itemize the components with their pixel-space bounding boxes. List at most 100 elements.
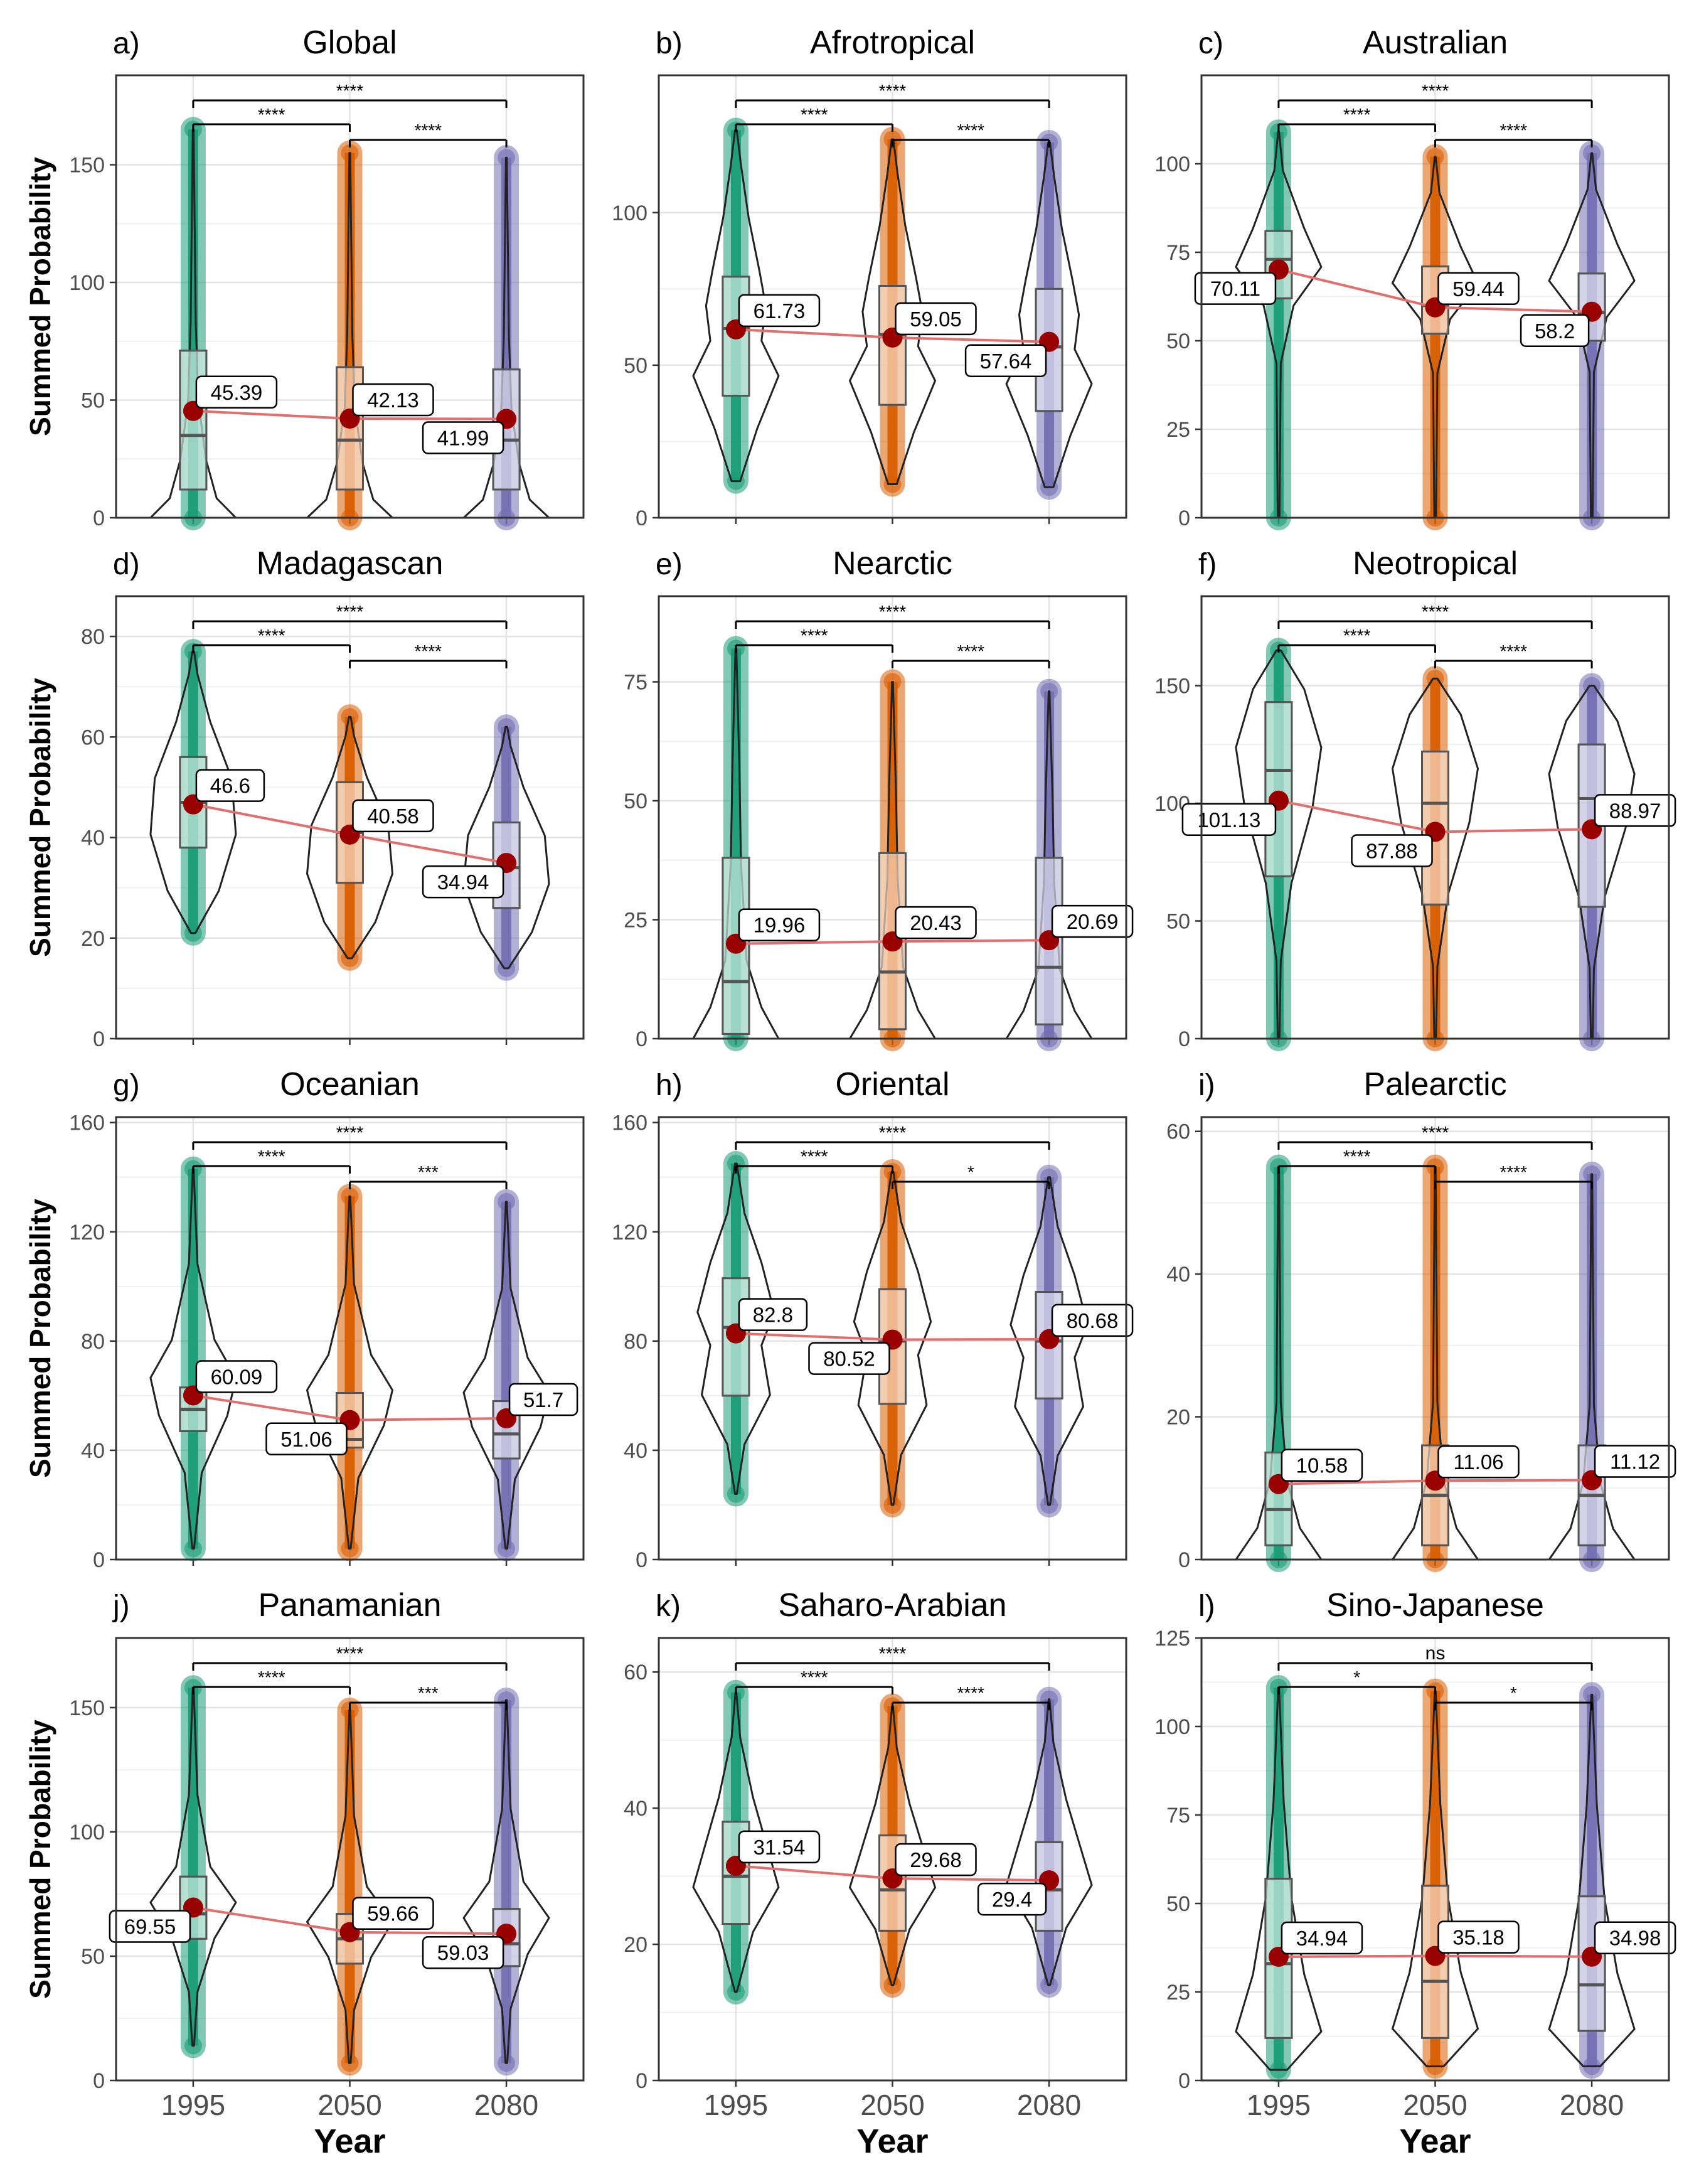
y-tick-label: 40	[81, 1439, 105, 1463]
mean-label-2050: 11.06	[1453, 1450, 1503, 1474]
panel-title: Neotropical	[1353, 545, 1518, 582]
panel-letter: f)	[1198, 548, 1217, 581]
violin-2080	[1548, 685, 1636, 1040]
mean-label-box-2050	[808, 1342, 890, 1375]
panel-title: Afrotropical	[810, 24, 975, 61]
mean-label-2080: 59.03	[437, 1941, 489, 1964]
panel-oriental: h) Oriental0408012016082.880.5280.68*****…	[612, 1066, 1134, 1572]
y-tick-label: 0	[93, 1548, 105, 1572]
y-tick-label: 25	[624, 908, 647, 932]
mean-label-box-1995	[109, 1910, 191, 1943]
y-tick-label: 100	[1154, 1715, 1190, 1739]
mean-label-box-2050	[1437, 1920, 1520, 1954]
y-tick-label: 0	[1178, 506, 1190, 530]
y-tick-label: 150	[1154, 675, 1190, 699]
x-axis-title: Year	[314, 2122, 385, 2160]
y-tick-label: 75	[624, 670, 647, 694]
x-tick-label: 2050	[317, 2089, 381, 2121]
y-tick-label: 40	[624, 1439, 647, 1463]
violin-2050	[1392, 156, 1479, 519]
comparison-label: ****	[957, 641, 984, 661]
violin-2080	[1548, 1173, 1636, 1561]
panel-madagascan: d) Madagascan 0 20 40 60 80 46.6 40.58 34.94 **** *…	[24, 545, 585, 1051]
panel-title: Madagascan	[257, 545, 444, 582]
mean-label-box-2080	[508, 1383, 578, 1416]
plot-frame	[1200, 1637, 1670, 2082]
comparison-label: ****	[1422, 81, 1449, 100]
mean-label-box-2050	[352, 799, 434, 833]
mean-label-2080: 20.69	[1067, 910, 1119, 933]
plot-frame	[115, 595, 585, 1040]
mean-label-box-2080	[1051, 904, 1134, 938]
y-axis-title: Summed Probability	[24, 678, 56, 957]
y-tick-label: 120	[612, 1221, 647, 1245]
y-tick-label: 125	[1154, 1627, 1190, 1651]
y-tick-label: 50	[1166, 910, 1190, 934]
comparison-label: ****	[1422, 602, 1449, 621]
y-tick-label: 20	[1166, 1406, 1190, 1430]
mean-label-2080: 51.7	[523, 1388, 563, 1411]
violin-2050	[849, 680, 936, 1040]
mean-label-box-2050	[1437, 1445, 1520, 1479]
mean-label-box-1995	[195, 769, 265, 802]
y-axis-title: Summed Probability	[24, 1720, 56, 1999]
comparison-label: ****	[801, 1667, 828, 1687]
violin-2050	[306, 715, 393, 960]
panel-title: Oriental	[835, 1066, 949, 1103]
mean-label-box-2050	[895, 906, 977, 939]
plot-frame	[115, 74, 585, 519]
panel-title: Australian	[1363, 24, 1508, 61]
y-tick-label: 150	[69, 1696, 105, 1720]
x-tick-label: 2080	[1560, 2089, 1624, 2121]
mean-label-2050: 59.66	[367, 1902, 419, 1925]
y-tick-label: 150	[69, 154, 105, 178]
comparison-label: ****	[801, 626, 828, 645]
comparison-label: ****	[258, 626, 285, 645]
panel-letter: c)	[1198, 27, 1223, 60]
mean-label-2050: 59.05	[910, 308, 962, 331]
comparison-label: ****	[258, 105, 285, 124]
plot-frame	[658, 595, 1127, 1040]
y-tick-label: 0	[636, 506, 647, 530]
panel-letter: g)	[113, 1069, 140, 1102]
y-tick-label: 160	[612, 1111, 647, 1135]
y-tick-label: 25	[1166, 418, 1190, 442]
comparison-label: ****	[801, 105, 828, 124]
mean-label-box-2080	[1051, 1303, 1134, 1337]
y-tick-label: 20	[624, 1933, 647, 1957]
mean-label-box-1995	[195, 375, 278, 409]
mean-label-1995: 31.54	[754, 1836, 806, 1859]
violin-2050	[1392, 677, 1479, 1040]
comparison-label: ****	[258, 1667, 285, 1687]
box-fill-2080	[1577, 1895, 1606, 2032]
violin-2080	[462, 1699, 550, 2064]
y-tick-label: 0	[1178, 1548, 1190, 1572]
y-tick-label: 0	[93, 2069, 105, 2093]
y-tick-label: 0	[636, 1027, 647, 1051]
comparison-label: ns	[1425, 1643, 1446, 1664]
comparison-label: ****	[258, 1147, 285, 1166]
panel-saharo-arabian: k) Saharo-Arabian 0 20 40 60 31.54 29.68 29.4 ***…	[624, 1587, 1127, 2160]
y-tick-label: 100	[69, 271, 105, 295]
mean-label-1995: 34.94	[1296, 1927, 1348, 1950]
x-tick-label: 1995	[1247, 2089, 1311, 2121]
y-tick-label: 50	[1166, 1892, 1190, 1916]
plot-frame	[658, 1116, 1127, 1561]
panel-nearctic: e) Nearctic 0 25 50 75 19.96 20.43 20.69 **** ****…	[624, 545, 1134, 1051]
y-tick-label: 120	[69, 1221, 105, 1245]
x-tick-label: 2050	[860, 2089, 924, 2121]
comparison-label: ****	[414, 120, 442, 140]
panel-global: a) Global 0 50 100 150 45.39 42.13 41.99 **** ****…	[24, 24, 585, 530]
violin-2050	[306, 152, 393, 519]
y-tick-label: 50	[81, 1945, 105, 1969]
y-tick-label: 160	[69, 1111, 105, 1135]
mean-label-2050: 40.58	[367, 805, 419, 828]
y-tick-label: 0	[1178, 2069, 1190, 2093]
x-tick-label: 1995	[161, 2089, 225, 2121]
comparison-label: ****	[879, 1123, 907, 1142]
x-tick-label: 1995	[704, 2089, 768, 2121]
panel-title: Nearctic	[833, 545, 952, 582]
panel-title: Palearctic	[1363, 1066, 1506, 1103]
mean-label-box-2050	[895, 302, 977, 336]
mean-label-box-1995	[1181, 803, 1277, 837]
